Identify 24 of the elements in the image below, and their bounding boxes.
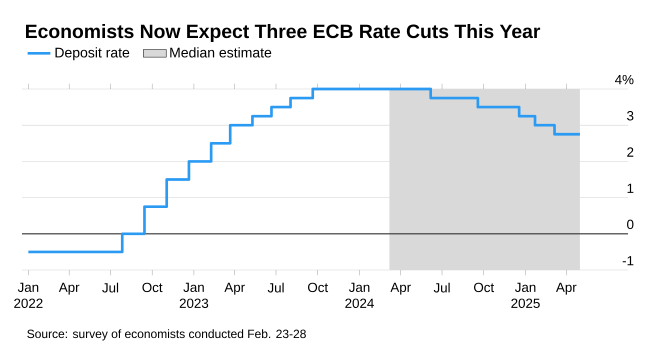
y-tick-label: 1 xyxy=(628,184,634,193)
x-tick-label: Jan 2024 xyxy=(345,282,374,308)
y-tick-label: 4% xyxy=(615,74,634,84)
chart-title: Economists Now Expect Three ECB Rate Cuts This Year xyxy=(26,24,540,42)
x-tick-label: Jul xyxy=(102,282,118,292)
x-tick-label: Jan 2022 xyxy=(14,282,43,308)
x-tick-label: Apr xyxy=(556,282,576,295)
x-tick-label: Jul xyxy=(268,282,284,292)
x-tick-label: Jul xyxy=(434,282,450,292)
x-tick-label: Oct xyxy=(142,282,162,292)
y-tick-label: -1 xyxy=(622,256,634,266)
y-tick-label: 3 xyxy=(627,111,634,120)
source-note: Source: survey of economists conducted Feb. 23-28 xyxy=(27,329,306,340)
y-tick-label: 2 xyxy=(627,147,634,157)
y-tick-label: 0 xyxy=(627,220,634,230)
legend-label: Deposit rate xyxy=(56,47,130,60)
x-tick-label: Jan 2025 xyxy=(511,282,540,308)
x-tick-label: Oct xyxy=(308,282,328,292)
x-tick-label: Oct xyxy=(474,282,494,292)
x-tick-label: Apr xyxy=(58,282,80,295)
legend-label: Median estimate xyxy=(170,47,272,58)
x-tick-label: Jan 2023 xyxy=(180,282,208,308)
x-tick-label: Apr xyxy=(224,282,245,295)
x-tick-label: Apr xyxy=(390,282,411,295)
